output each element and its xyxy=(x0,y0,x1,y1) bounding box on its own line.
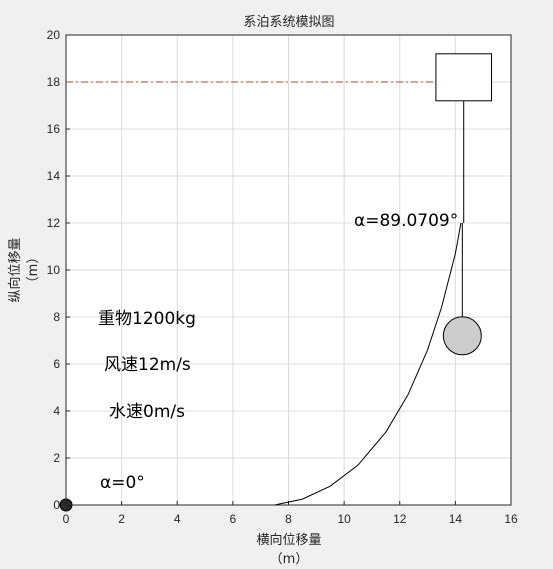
y-tick-label: 20 xyxy=(47,28,61,42)
x-tick-label: 2 xyxy=(118,512,125,526)
y-axis-unit: （m） xyxy=(26,251,41,290)
y-tick-label: 18 xyxy=(47,75,61,89)
tick-labels: 0 2 4 6 8 10 12 14 16 0 2 4 6 8 10 12 14 16 18 20 xyxy=(47,28,518,526)
x-tick-label: 8 xyxy=(285,512,292,526)
annotation-water: 水速0m/s xyxy=(109,402,185,422)
y-tick-label: 14 xyxy=(47,169,61,183)
axes-box xyxy=(65,34,512,506)
buoy-box xyxy=(435,53,493,102)
y-tick-label: 4 xyxy=(53,404,60,418)
chain-curve xyxy=(274,222,462,506)
annotation-wind: 风速12m/s xyxy=(104,355,191,375)
x-tick-label: 4 xyxy=(174,512,181,526)
x-tick-label: 14 xyxy=(449,512,463,526)
y-tick-label: 8 xyxy=(53,310,60,324)
chart-title: 系泊系统模拟图 xyxy=(243,15,334,30)
x-tick-label: 10 xyxy=(337,512,351,526)
x-tick-label: 16 xyxy=(504,512,518,526)
x-axis-unit: （m） xyxy=(270,552,309,567)
y-axis-label: 纵向位移量 xyxy=(7,237,23,302)
annotation-angle-top: α=89.0709° xyxy=(354,211,458,231)
x-axis-label: 横向位移量 xyxy=(256,532,321,548)
x-tick-label: 12 xyxy=(393,512,407,526)
y-tick-label: 6 xyxy=(53,357,60,371)
y-tick-label: 12 xyxy=(47,216,61,230)
weight-ball xyxy=(442,316,482,356)
annotation-weight: 重物1200kg xyxy=(98,309,196,329)
y-tick-label: 16 xyxy=(47,122,61,136)
y-tick-label: 2 xyxy=(53,451,60,465)
x-tick-label: 6 xyxy=(230,512,237,526)
y-tick-label: 0 xyxy=(53,498,60,512)
y-tick-label: 10 xyxy=(47,263,61,277)
annotation-angle-bottom: α=0° xyxy=(100,473,145,493)
x-tick-label: 0 xyxy=(63,512,70,526)
chart-marks xyxy=(59,53,493,512)
